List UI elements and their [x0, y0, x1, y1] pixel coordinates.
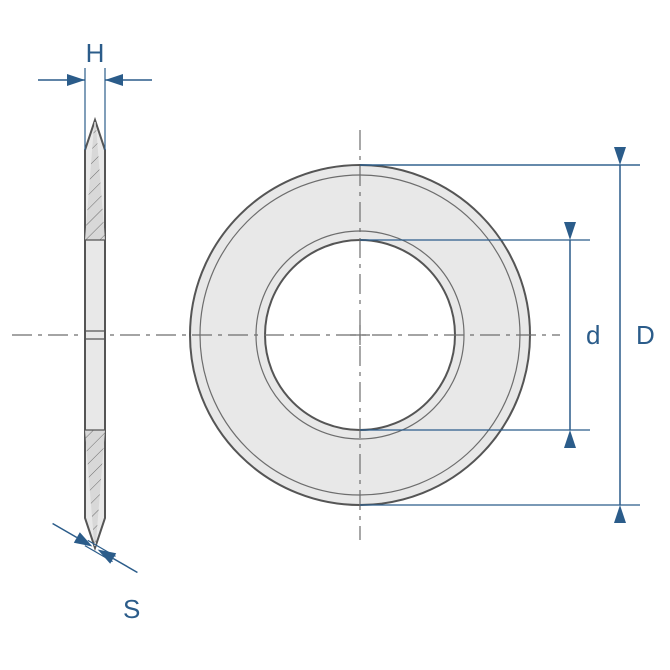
- dim-label-H: H: [86, 38, 105, 68]
- washer-side-view: [85, 120, 105, 548]
- dim-label-d: d: [586, 320, 600, 350]
- dim-label-D: D: [636, 320, 655, 350]
- dim-label-S: S: [123, 594, 140, 624]
- technical-drawing: H S Dd: [0, 0, 670, 670]
